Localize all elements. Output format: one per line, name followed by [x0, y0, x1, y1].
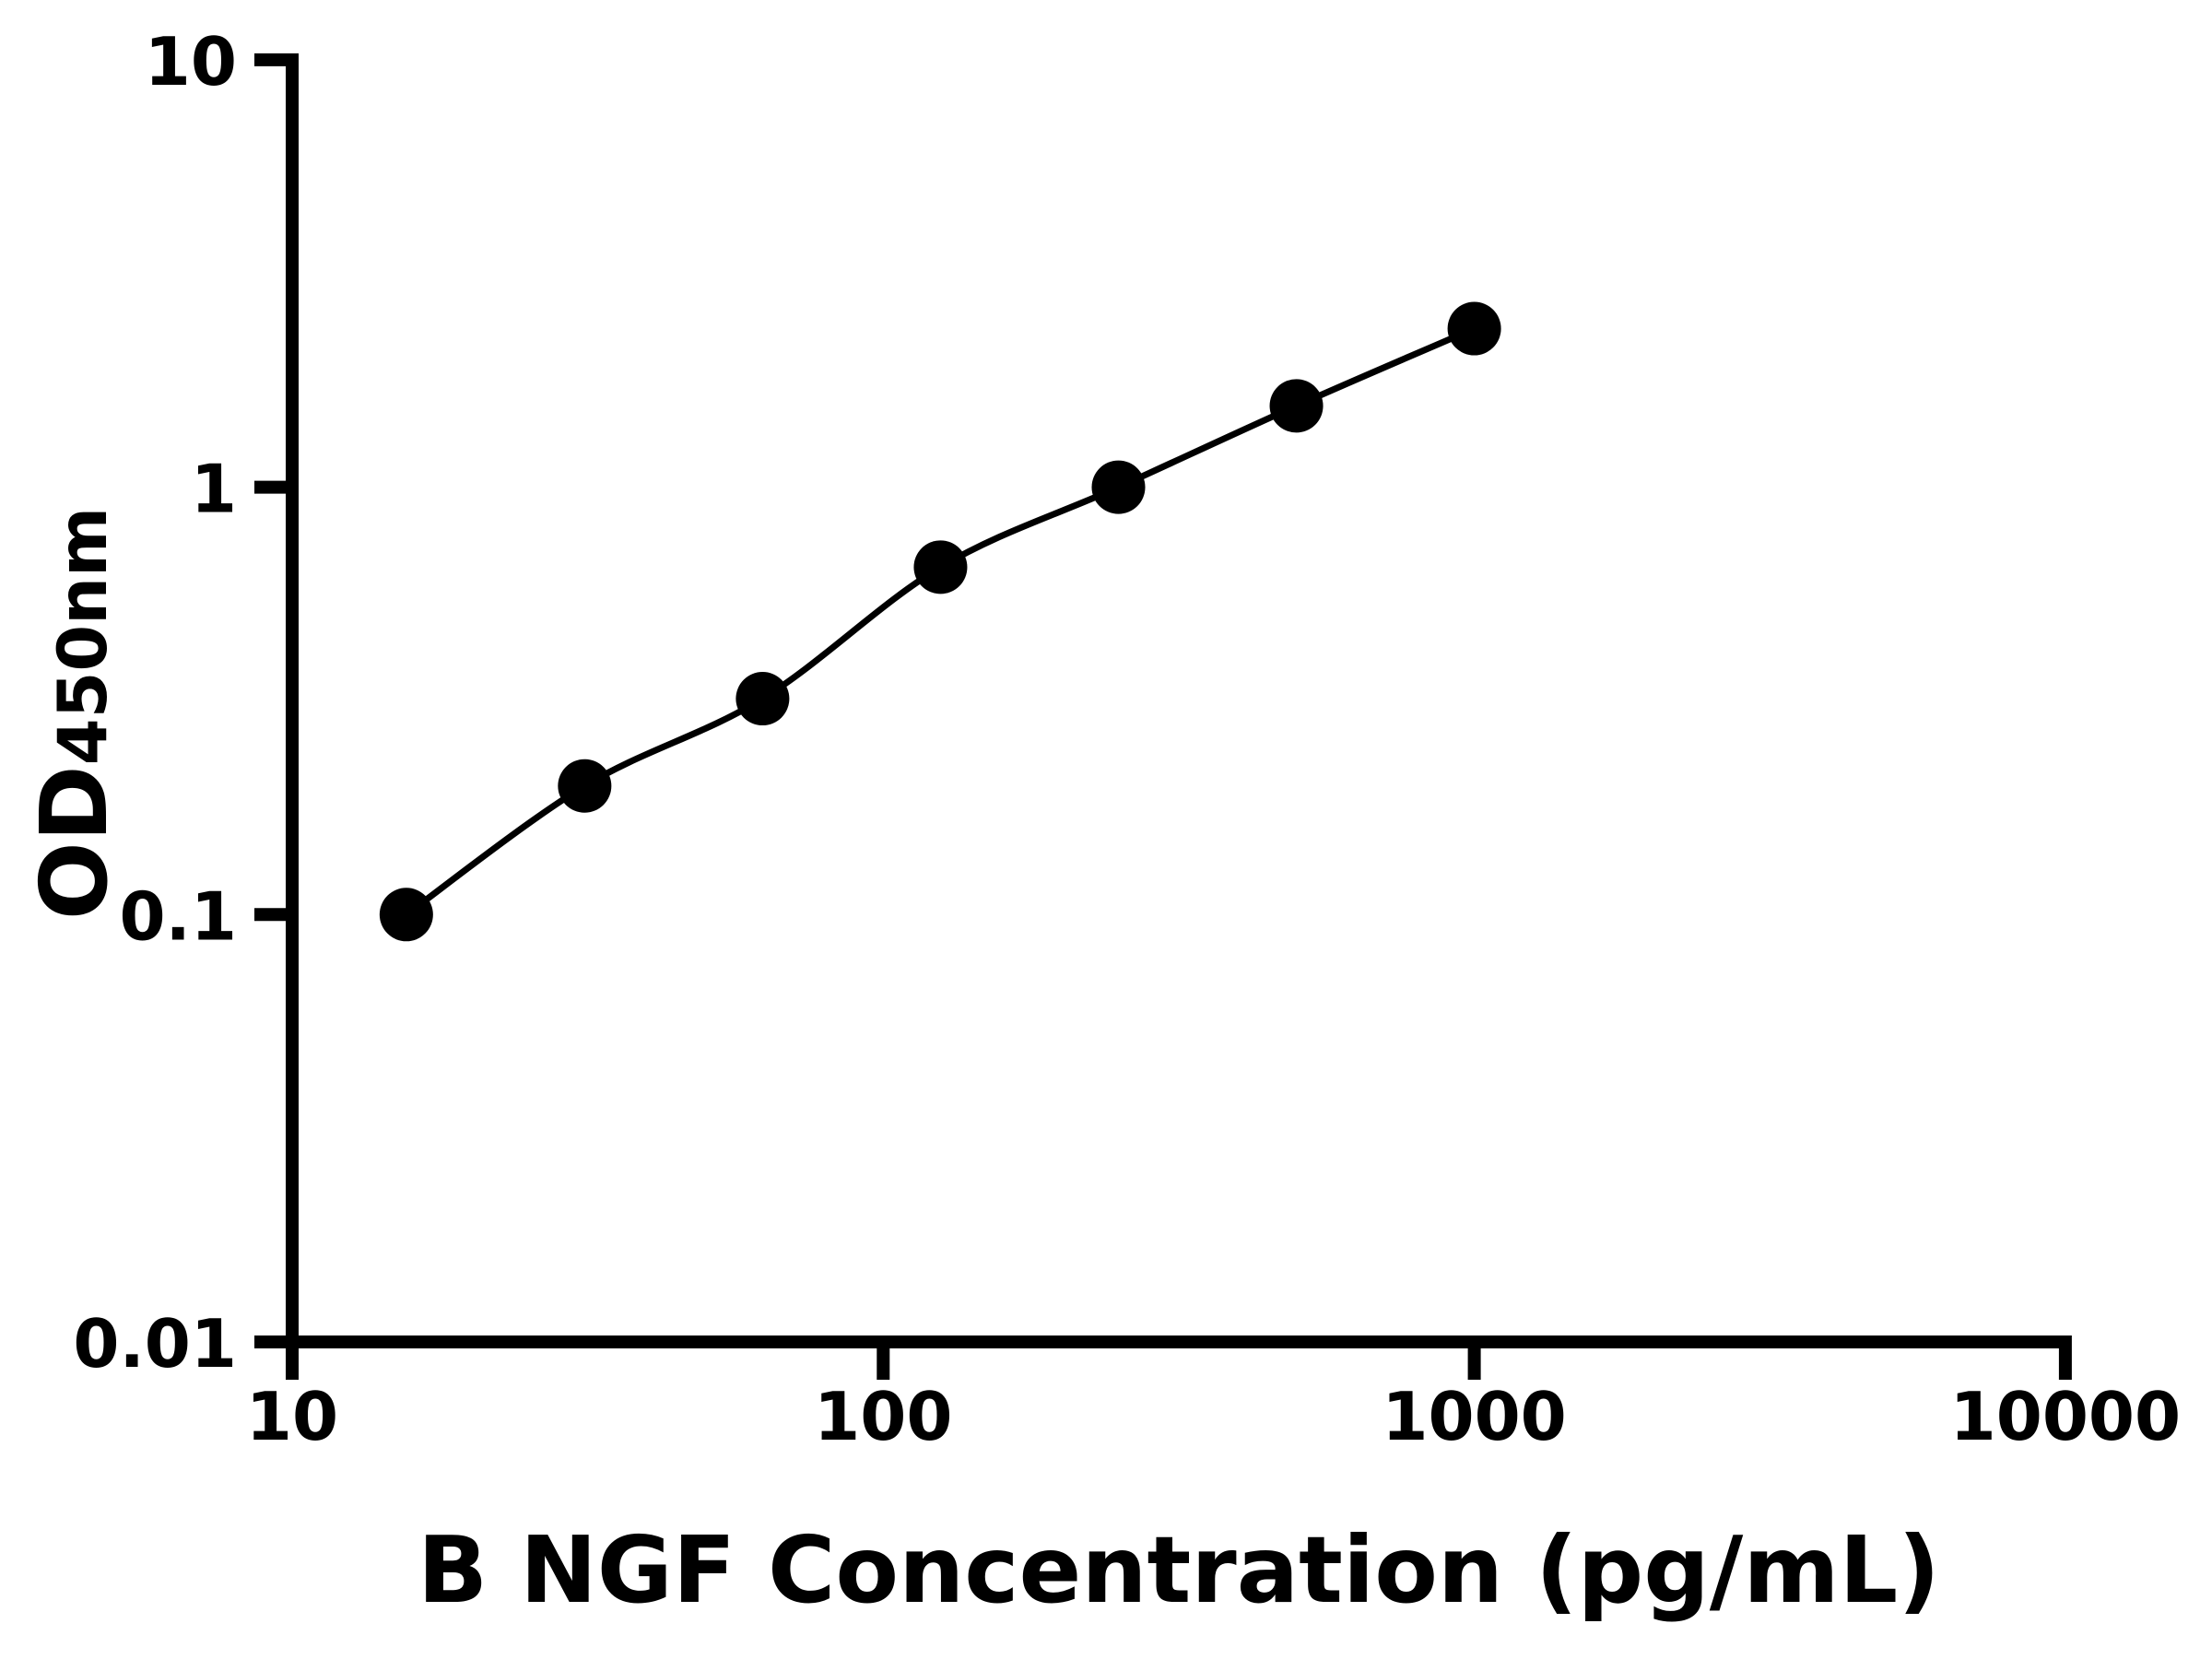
y-axis-label-main: OD — [20, 765, 128, 920]
y-tick-label: 0.01 — [73, 1305, 237, 1382]
x-axis-label: B NGF Concentration (pg/mL) — [418, 1516, 1940, 1624]
y-axis-label-subscript: 450nm — [44, 507, 123, 765]
x-tick-label: 10 — [246, 1378, 338, 1455]
data-point-marker — [1091, 460, 1146, 514]
x-tick-label: 10000 — [1950, 1378, 2182, 1455]
axis-frame — [254, 53, 2072, 1380]
y-axis-label: OD450nm — [20, 507, 128, 920]
data-point-marker — [1447, 301, 1501, 356]
y-tick-label: 0.1 — [119, 877, 237, 955]
axes — [254, 53, 2072, 1380]
data-point-marker — [379, 888, 433, 942]
data-points — [379, 301, 1501, 942]
y-tick-label: 1 — [191, 451, 237, 528]
y-tick-label: 10 — [145, 23, 237, 100]
data-point-marker — [1269, 379, 1324, 433]
data-point-marker — [558, 759, 612, 813]
data-point-marker — [735, 672, 790, 726]
x-tick-label: 1000 — [1382, 1378, 1566, 1455]
x-tick-label: 100 — [814, 1378, 952, 1455]
data-point-marker — [913, 540, 968, 594]
